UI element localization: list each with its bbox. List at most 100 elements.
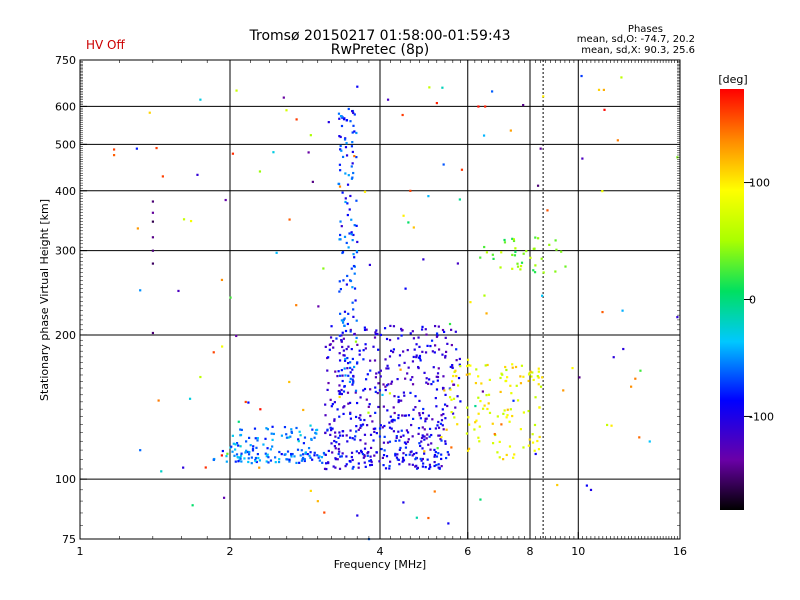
- data-point: [323, 467, 327, 470]
- data-point: [251, 447, 255, 451]
- data-point: [597, 88, 601, 91]
- data-point: [313, 436, 316, 439]
- data-point: [414, 406, 417, 409]
- data-point: [370, 460, 373, 463]
- data-point: [204, 466, 207, 469]
- data-point: [369, 459, 373, 462]
- data-point: [245, 449, 248, 452]
- data-point: [420, 328, 424, 331]
- data-point: [340, 392, 343, 396]
- data-point: [344, 137, 347, 140]
- data-point: [363, 461, 366, 464]
- data-point: [302, 456, 305, 460]
- data-point: [469, 301, 472, 304]
- data-point: [221, 345, 224, 348]
- data-point: [352, 315, 355, 318]
- data-point: [452, 397, 456, 400]
- data-point: [398, 448, 401, 451]
- data-point: [413, 348, 416, 351]
- data-point: [151, 200, 155, 203]
- data-point: [378, 435, 382, 438]
- data-point: [390, 349, 393, 352]
- data-point: [389, 415, 392, 418]
- data-point: [359, 439, 362, 442]
- data-point: [481, 407, 485, 410]
- data-point: [341, 430, 344, 433]
- data-point: [383, 449, 386, 452]
- data-point: [352, 381, 355, 384]
- data-point: [505, 379, 508, 383]
- data-point: [487, 402, 490, 405]
- data-point: [581, 157, 584, 160]
- data-point: [285, 433, 288, 436]
- data-point: [458, 357, 461, 361]
- data-point: [247, 460, 250, 464]
- data-point: [399, 446, 402, 450]
- data-point: [232, 442, 235, 445]
- data-point: [452, 383, 455, 386]
- data-point: [512, 239, 516, 243]
- data-point: [430, 442, 433, 445]
- data-point: [382, 383, 385, 386]
- data-point: [580, 74, 583, 78]
- data-point: [286, 450, 290, 453]
- data-point: [323, 453, 326, 456]
- data-point: [433, 460, 436, 464]
- data-point: [239, 456, 242, 459]
- data-point: [434, 396, 437, 400]
- data-point: [422, 462, 425, 465]
- data-point: [271, 445, 274, 448]
- data-point: [230, 445, 233, 448]
- data-point: [345, 463, 348, 466]
- data-point: [350, 267, 353, 270]
- data-point: [388, 467, 391, 470]
- data-point: [417, 427, 421, 430]
- data-point: [351, 378, 354, 381]
- data-point: [369, 464, 372, 467]
- colorbar: [720, 89, 744, 510]
- data-point: [237, 460, 240, 463]
- data-point: [296, 448, 300, 451]
- data-point: [353, 272, 356, 275]
- data-point: [328, 423, 331, 426]
- data-point: [220, 454, 223, 457]
- data-point: [363, 190, 367, 193]
- data-point: [338, 359, 342, 362]
- data-point: [250, 456, 253, 459]
- data-point: [425, 417, 428, 420]
- data-point: [255, 460, 258, 464]
- data-point: [503, 241, 507, 244]
- data-point: [346, 356, 349, 360]
- data-point: [340, 388, 343, 392]
- data-point: [347, 402, 350, 405]
- data-point: [409, 378, 412, 381]
- data-point: [465, 373, 468, 376]
- data-point: [411, 376, 414, 379]
- data-point: [382, 464, 385, 467]
- data-point: [436, 447, 439, 450]
- data-point: [479, 498, 482, 501]
- data-point: [415, 354, 418, 357]
- data-point: [414, 395, 417, 398]
- data-point: [475, 419, 478, 422]
- data-point: [355, 430, 358, 433]
- data-point: [389, 460, 392, 463]
- data-point: [359, 418, 362, 421]
- data-point: [257, 456, 260, 460]
- data-point: [537, 448, 541, 451]
- data-point: [466, 364, 469, 368]
- data-point: [447, 522, 450, 525]
- data-point: [388, 464, 391, 468]
- data-point: [346, 213, 349, 217]
- data-point: [379, 369, 382, 372]
- data-point: [363, 433, 367, 436]
- data-point: [327, 121, 330, 124]
- data-point: [303, 458, 306, 461]
- data-point: [474, 404, 477, 408]
- data-point: [278, 458, 281, 461]
- data-point: [467, 447, 471, 450]
- data-point: [330, 442, 333, 445]
- data-point: [290, 452, 293, 456]
- data-point: [350, 165, 353, 168]
- data-point: [360, 451, 363, 454]
